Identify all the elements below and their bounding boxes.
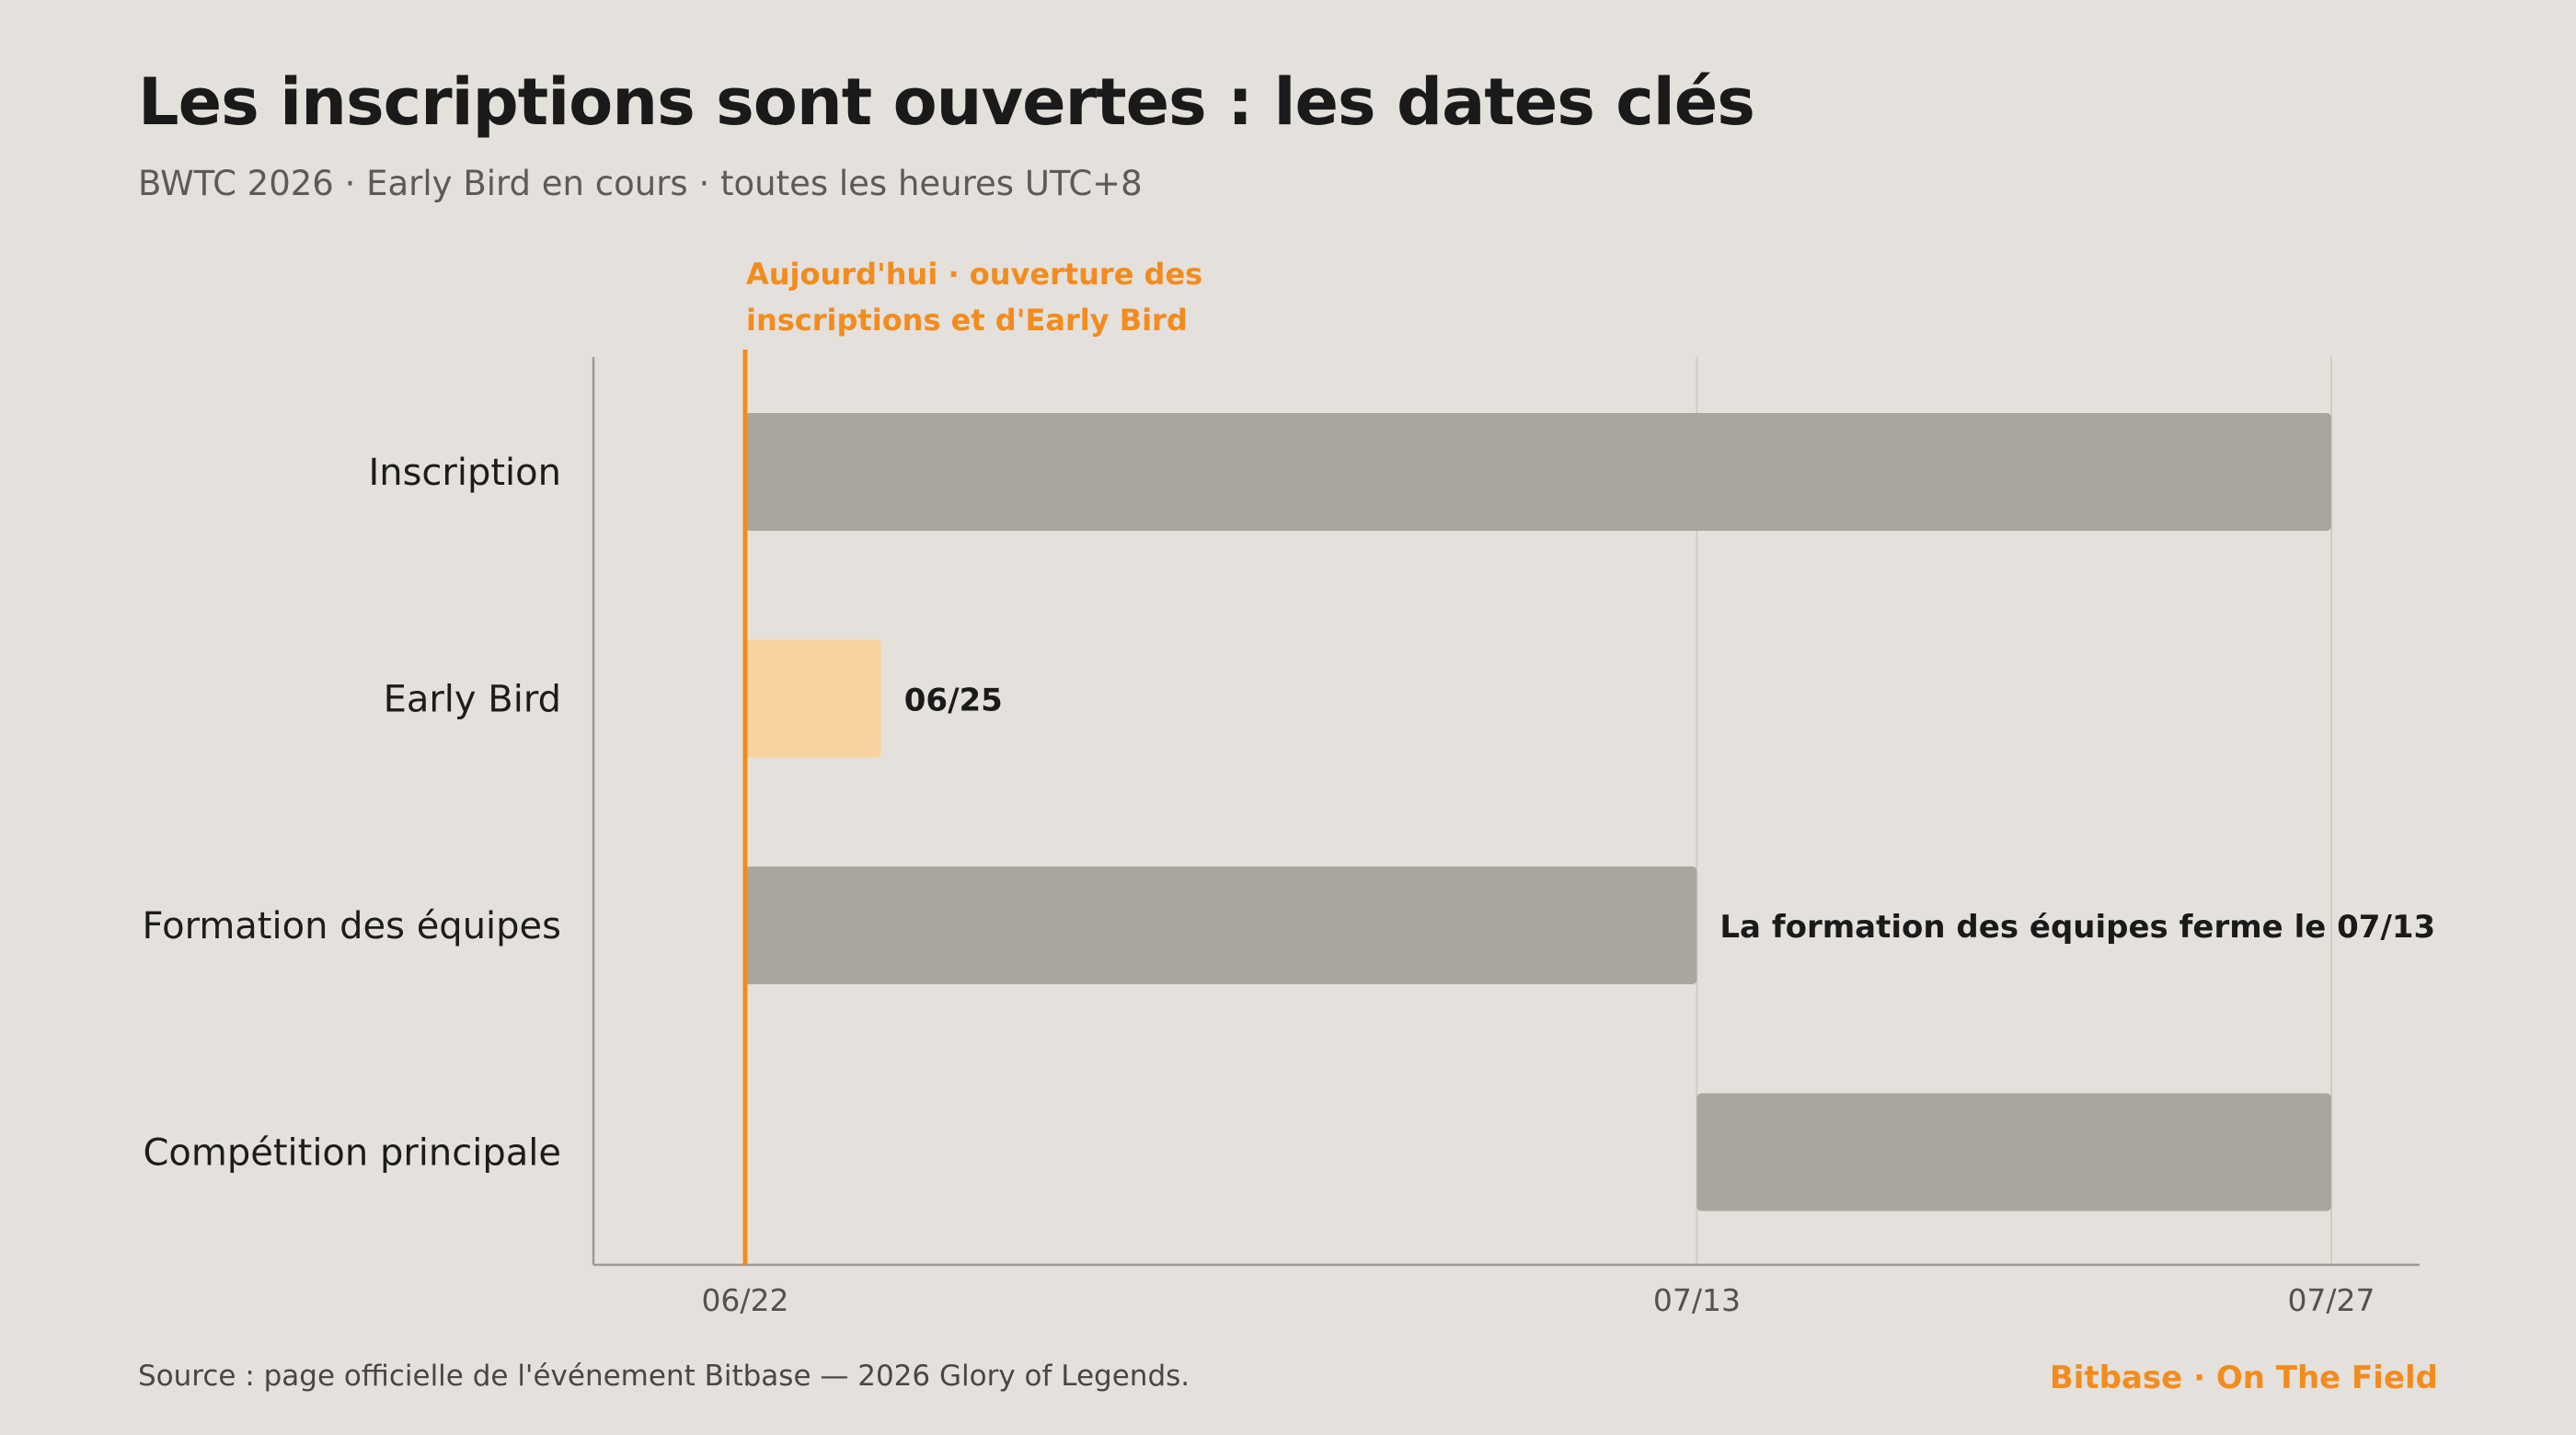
chart-subtitle: BWTC 2026 · Early Bird en cours · toutes…: [138, 164, 1143, 203]
chart-title: Les inscriptions sont ouvertes : les dat…: [138, 64, 1755, 140]
task-label: Formation des équipes: [143, 905, 561, 947]
x-tick-label: 06/22: [701, 1282, 788, 1318]
source-note: Source : page officielle de l'événement …: [138, 1360, 1190, 1393]
brand-label: Bitbase · On The Field: [2049, 1360, 2438, 1396]
task-label: Inscription: [368, 452, 561, 494]
gantt-bar: [745, 867, 1697, 984]
gantt-bar: [1696, 1093, 2331, 1211]
x-tick-label: 07/13: [1653, 1282, 1741, 1318]
today-marker-label-line1: Aujourd'hui · ouverture des: [746, 257, 1202, 292]
x-tick-label: 07/27: [2287, 1282, 2375, 1318]
today-marker-label-line2: inscriptions et d'Early Bird: [746, 303, 1188, 338]
bar-annotation: 06/25: [904, 683, 1003, 719]
gantt-bar: [745, 413, 2331, 531]
bar-annotation: La formation des équipes ferme le 07/13: [1719, 909, 2435, 946]
task-label: Compétition principale: [143, 1132, 561, 1175]
gantt-bar: [745, 639, 881, 758]
task-label: Early Bird: [384, 679, 561, 721]
